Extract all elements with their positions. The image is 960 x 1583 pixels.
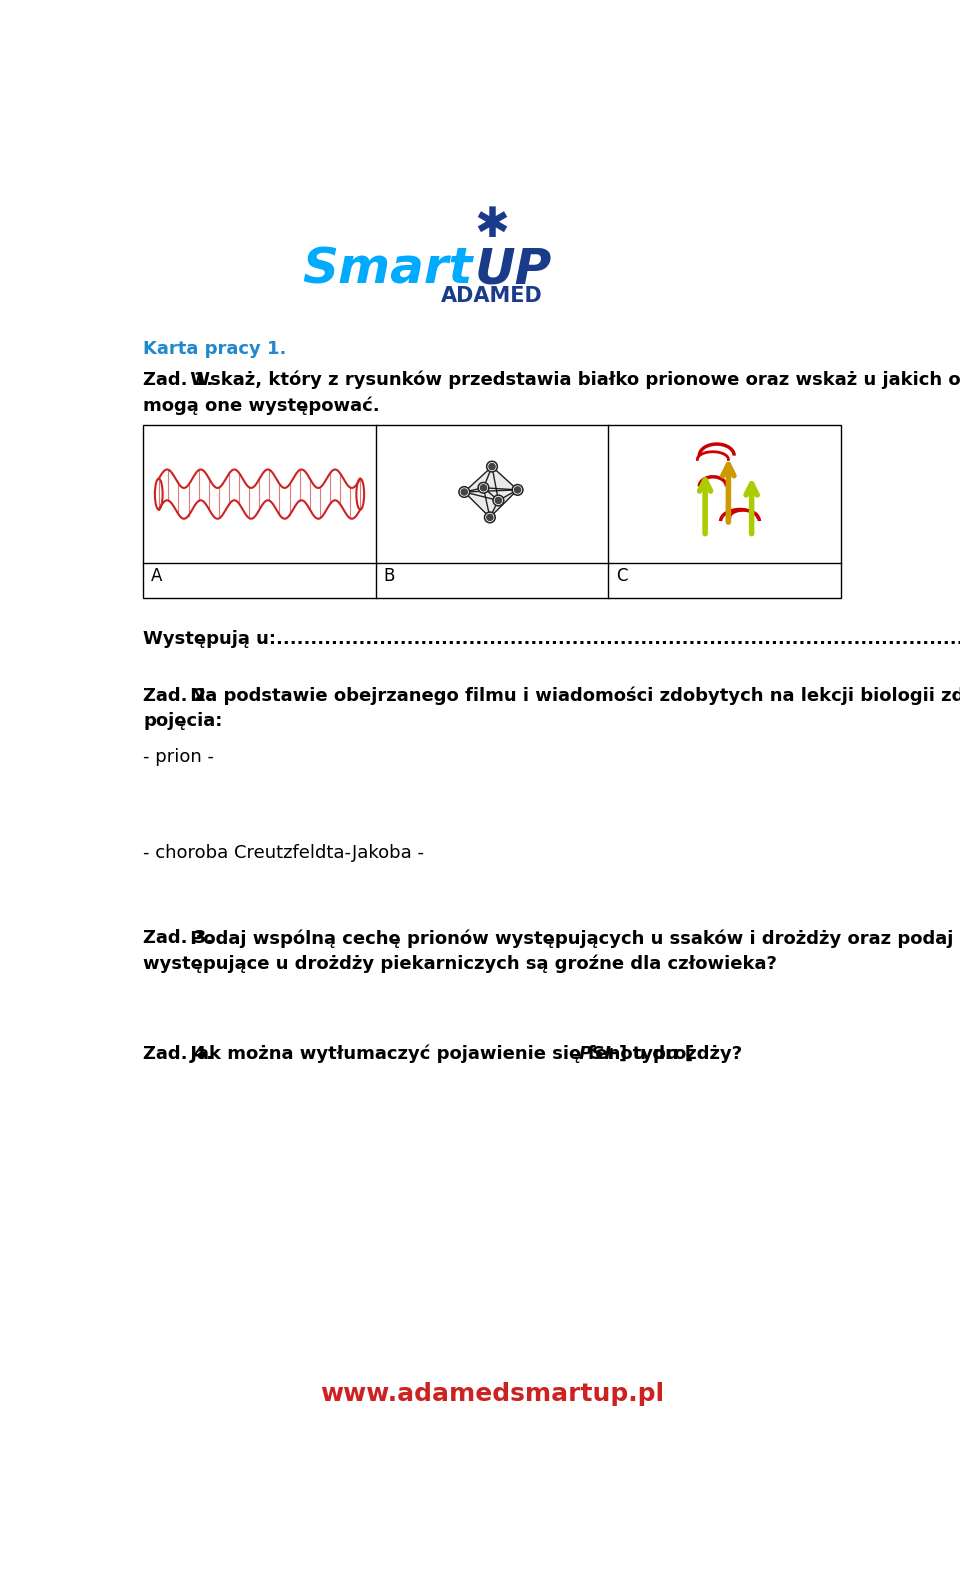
Text: Na podstawie obejrzanego filmu i wiadomości zdobytych na lekcji biologii zdefini: Na podstawie obejrzanego filmu i wiadomo… bbox=[183, 687, 960, 704]
Circle shape bbox=[495, 497, 501, 503]
Circle shape bbox=[489, 464, 495, 470]
Text: Zad. 1.: Zad. 1. bbox=[143, 370, 213, 389]
Text: Zad. 3.: Zad. 3. bbox=[143, 929, 213, 947]
Circle shape bbox=[478, 483, 489, 494]
Text: Podaj wspólną cechę prionów występujących u ssaków i drożdży oraz podaj czy prio: Podaj wspólną cechę prionów występującyc… bbox=[183, 929, 960, 948]
Text: Jak można wytłumaczyć pojawienie się fenotypu [: Jak można wytłumaczyć pojawienie się fen… bbox=[183, 1045, 692, 1064]
Text: +] u drożdży?: +] u drożdży? bbox=[605, 1045, 742, 1062]
Text: Zad. 4.: Zad. 4. bbox=[143, 1045, 213, 1062]
Text: B: B bbox=[383, 567, 395, 586]
Circle shape bbox=[515, 488, 520, 492]
Text: pojęcia:: pojęcia: bbox=[143, 712, 223, 730]
Text: ADAMED: ADAMED bbox=[442, 287, 542, 306]
Polygon shape bbox=[465, 467, 517, 518]
Text: - choroba Creutzfeldta-Jakoba -: - choroba Creutzfeldta-Jakoba - bbox=[143, 844, 424, 863]
Circle shape bbox=[461, 489, 468, 495]
Circle shape bbox=[512, 484, 523, 495]
Text: - prion -: - prion - bbox=[143, 749, 214, 766]
Circle shape bbox=[486, 513, 493, 521]
Text: UP: UP bbox=[475, 245, 552, 293]
Text: Karta pracy 1.: Karta pracy 1. bbox=[143, 340, 287, 358]
Circle shape bbox=[488, 462, 496, 470]
Circle shape bbox=[494, 497, 502, 505]
Text: Występują u:....................................................................: Występują u:............................… bbox=[143, 630, 960, 649]
Text: C: C bbox=[616, 567, 628, 586]
Text: A: A bbox=[151, 567, 162, 586]
Text: PSI: PSI bbox=[579, 1045, 612, 1062]
Circle shape bbox=[480, 484, 487, 491]
Circle shape bbox=[514, 486, 521, 494]
Circle shape bbox=[461, 488, 468, 495]
Text: ✱: ✱ bbox=[474, 204, 510, 245]
Text: Wskaż, który z rysunków przedstawia białko prionowe oraz wskaż u jakich organizm: Wskaż, który z rysunków przedstawia biał… bbox=[183, 370, 960, 389]
Circle shape bbox=[493, 495, 504, 507]
Circle shape bbox=[485, 511, 495, 522]
Circle shape bbox=[487, 461, 497, 472]
Text: www.adamedsmartup.pl: www.adamedsmartup.pl bbox=[320, 1382, 664, 1406]
Text: Smart: Smart bbox=[302, 245, 472, 293]
Bar bbox=[143, 424, 841, 598]
Text: Zad. 2.: Zad. 2. bbox=[143, 687, 213, 704]
Circle shape bbox=[487, 514, 493, 521]
Circle shape bbox=[459, 486, 469, 497]
Circle shape bbox=[480, 484, 488, 492]
Text: mogą one występować.: mogą one występować. bbox=[143, 396, 380, 415]
Text: występujące u drożdży piekarniczych są groźne dla człowieka?: występujące u drożdży piekarniczych są g… bbox=[143, 955, 778, 974]
